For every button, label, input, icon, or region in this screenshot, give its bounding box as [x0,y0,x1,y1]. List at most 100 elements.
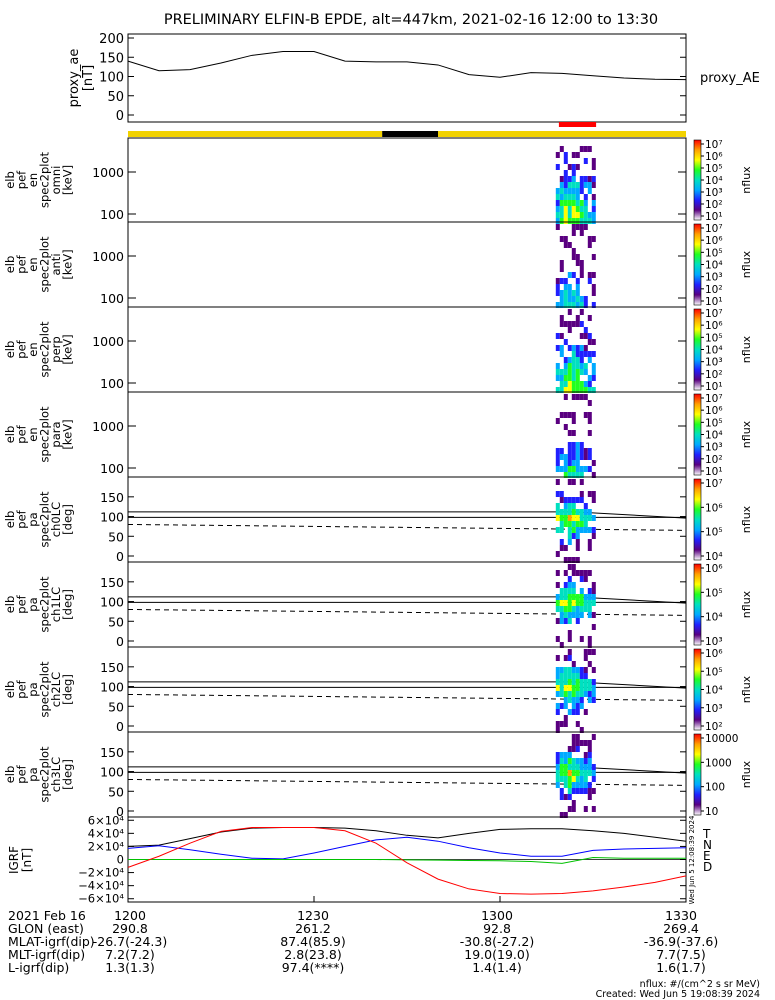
ephem-row-label: GLON (east) [8,921,84,936]
spectrogram-cell [567,691,572,697]
spectrogram-cell [555,527,560,533]
spectrogram-cell [575,782,580,788]
spectrogram-cell [571,472,576,478]
ylabel-anti: en [26,257,40,271]
spectrogram-cell [555,212,560,218]
ytick-label-ch2LC: 0 [116,719,124,734]
ephem-value: 1.6(1.7) [656,960,706,975]
colorbar-tick-label-omni: 10¹ [705,211,723,223]
spectrogram-cell [571,412,576,418]
spectrogram-cell [587,545,592,551]
spectrogram-cell [559,600,564,606]
spectrogram-cell [555,636,560,642]
spectrogram-cell [563,278,568,284]
ephem-value: 87.4(85.9) [280,934,345,949]
spectrogram-cell [571,387,576,393]
colorbar-tick-label-perp: 10⁶ [705,320,723,332]
colorbar-tick-label-anti: 10³ [705,272,723,284]
spectrogram-cell [591,375,596,381]
spectrogram-cell [559,606,564,612]
spectrogram-cell [555,709,560,715]
spectrogram-cell [575,284,580,290]
spectrogram-cell [579,369,584,375]
spectrogram-cell [567,369,572,375]
ylabel-ch3LC: elb [3,766,17,784]
colorbar-label-ch1LC: nflux [740,590,753,618]
ylabel-ch1LC: pa [26,597,40,611]
spectrogram-cell [583,788,588,794]
spectrogram-cell [555,679,560,685]
spectrogram-cell [583,806,588,812]
spectrogram-cell [575,570,580,576]
spectrogram-cell [563,242,568,248]
spectrogram-cell [567,375,572,381]
igrf-legend-D: D [703,860,712,874]
ephemeris-table: 2021 Feb 16 1200 1230 1300 1330 GLON (east) 29… [8,908,718,975]
panel-frame-omni [127,137,687,223]
spectrogram-cell [583,521,588,527]
spectrogram-cell [563,200,568,206]
spectrogram-cell [567,794,572,800]
spectrogram-cell [567,442,572,448]
spectrogram-cell [559,594,564,600]
spectrogram-cell [567,515,572,521]
spectrogram-cell [575,497,580,503]
spectrogram-cell [575,224,580,230]
spectrogram-cell [587,351,592,357]
ytick-label-perp: 100 [100,376,124,391]
ephem-time-label: 1330 [665,908,697,923]
spectrogram-cell [559,345,564,351]
ylabel-ch2LC: elb [3,681,17,699]
ytick-label-ch3LC: 50 [108,784,124,799]
igrf-line-D [127,826,687,895]
ytick-label-ch2LC: 150 [100,660,124,675]
spectrogram-cell [563,515,568,521]
spectrogram-cell [583,655,588,661]
spectrogram-cell [563,612,568,618]
spectrogram-cell [567,612,572,618]
ytick-label-anti: 1000 [92,249,124,264]
spectrogram-cell [579,381,584,387]
spectrogram-cell [571,321,576,327]
spectrogram-cell [555,509,560,515]
state-bar-segment [382,131,438,137]
spectrogram-cell [571,503,576,509]
time-axis [127,896,687,902]
spectrogram-cell [559,290,564,296]
spectrogram-cell [575,302,580,308]
spectrogram-cell [567,679,572,685]
spectrogram-cell [587,491,592,497]
spectrogram-cell [567,533,572,539]
spectrogram-cell [587,685,592,691]
spectrogram-cell [559,381,564,387]
spectrogram-cell [563,182,568,188]
spectrogram-cells-para [555,394,596,478]
spectrogram-cell [559,333,564,339]
spectrogram-cell [563,296,568,302]
spectrogram-cell [575,357,580,363]
panel-frame-ch2LC [127,646,687,733]
spectrogram-cell [579,260,584,266]
spectrogram-cell [579,466,584,472]
spectrogram-cell [571,582,576,588]
spectrogram-cell [567,472,572,478]
spectrogram-cell [587,357,592,363]
spectrogram-cell [579,351,584,357]
spectrogram-cell [555,460,560,466]
colorbar-tick-label-perp: 10¹ [705,381,723,393]
colorbar-ch2LC [693,648,702,731]
panel-frame-ch1LC [127,561,687,648]
spectrogram-cell [559,794,564,800]
spectrogram-cell [579,679,584,685]
spectrogram-cell [579,758,584,764]
spectrogram-cell [579,321,584,327]
spectrogram-cell [555,188,560,194]
spectrogram-cell [587,746,592,752]
spectrogram-cell [583,146,588,152]
ylabel-ch2LC: spec2plot [38,661,52,718]
igrf-legend-T: T [702,827,711,841]
spectrogram-cell [567,618,572,624]
spectrogram-cell [583,752,588,758]
